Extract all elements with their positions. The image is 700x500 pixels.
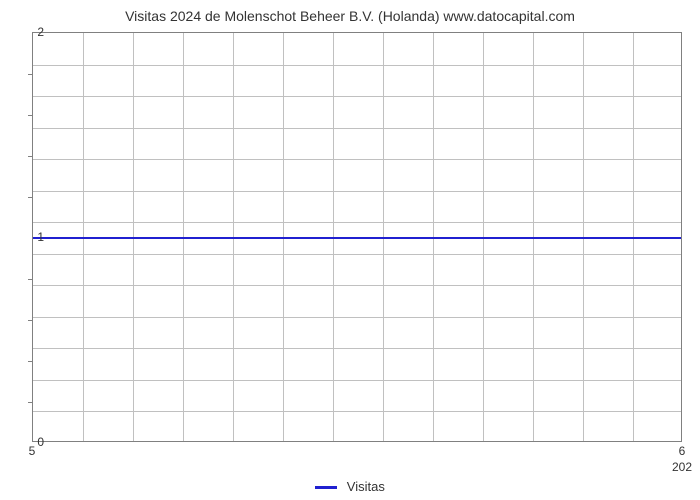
x-tick-label: 5 <box>29 444 36 458</box>
gridline-horizontal <box>33 317 681 318</box>
series-line <box>33 237 681 239</box>
y-minor-tick <box>28 279 33 280</box>
gridline-horizontal <box>33 254 681 255</box>
y-minor-tick <box>28 74 33 75</box>
gridline-horizontal <box>33 380 681 381</box>
gridline-horizontal <box>33 411 681 412</box>
x-sub-label: 202 <box>672 460 692 474</box>
plot-area <box>32 32 682 442</box>
gridline-horizontal <box>33 159 681 160</box>
gridline-horizontal <box>33 191 681 192</box>
y-tick-label: 1 <box>24 230 44 244</box>
x-tick-label: 6 <box>679 444 686 458</box>
y-tick-label: 2 <box>24 25 44 39</box>
y-minor-tick <box>28 197 33 198</box>
legend: Visitas <box>0 479 700 494</box>
gridline-horizontal <box>33 96 681 97</box>
gridline-horizontal <box>33 285 681 286</box>
plot-container <box>32 32 682 442</box>
gridline-horizontal <box>33 65 681 66</box>
y-minor-tick <box>28 402 33 403</box>
gridline-horizontal <box>33 348 681 349</box>
y-minor-tick <box>28 361 33 362</box>
gridline-horizontal <box>33 128 681 129</box>
y-minor-tick <box>28 320 33 321</box>
y-minor-tick <box>28 156 33 157</box>
chart-title: Visitas 2024 de Molenschot Beheer B.V. (… <box>0 0 700 24</box>
legend-label: Visitas <box>347 479 385 494</box>
legend-swatch <box>315 486 337 489</box>
y-minor-tick <box>28 115 33 116</box>
gridline-horizontal <box>33 222 681 223</box>
